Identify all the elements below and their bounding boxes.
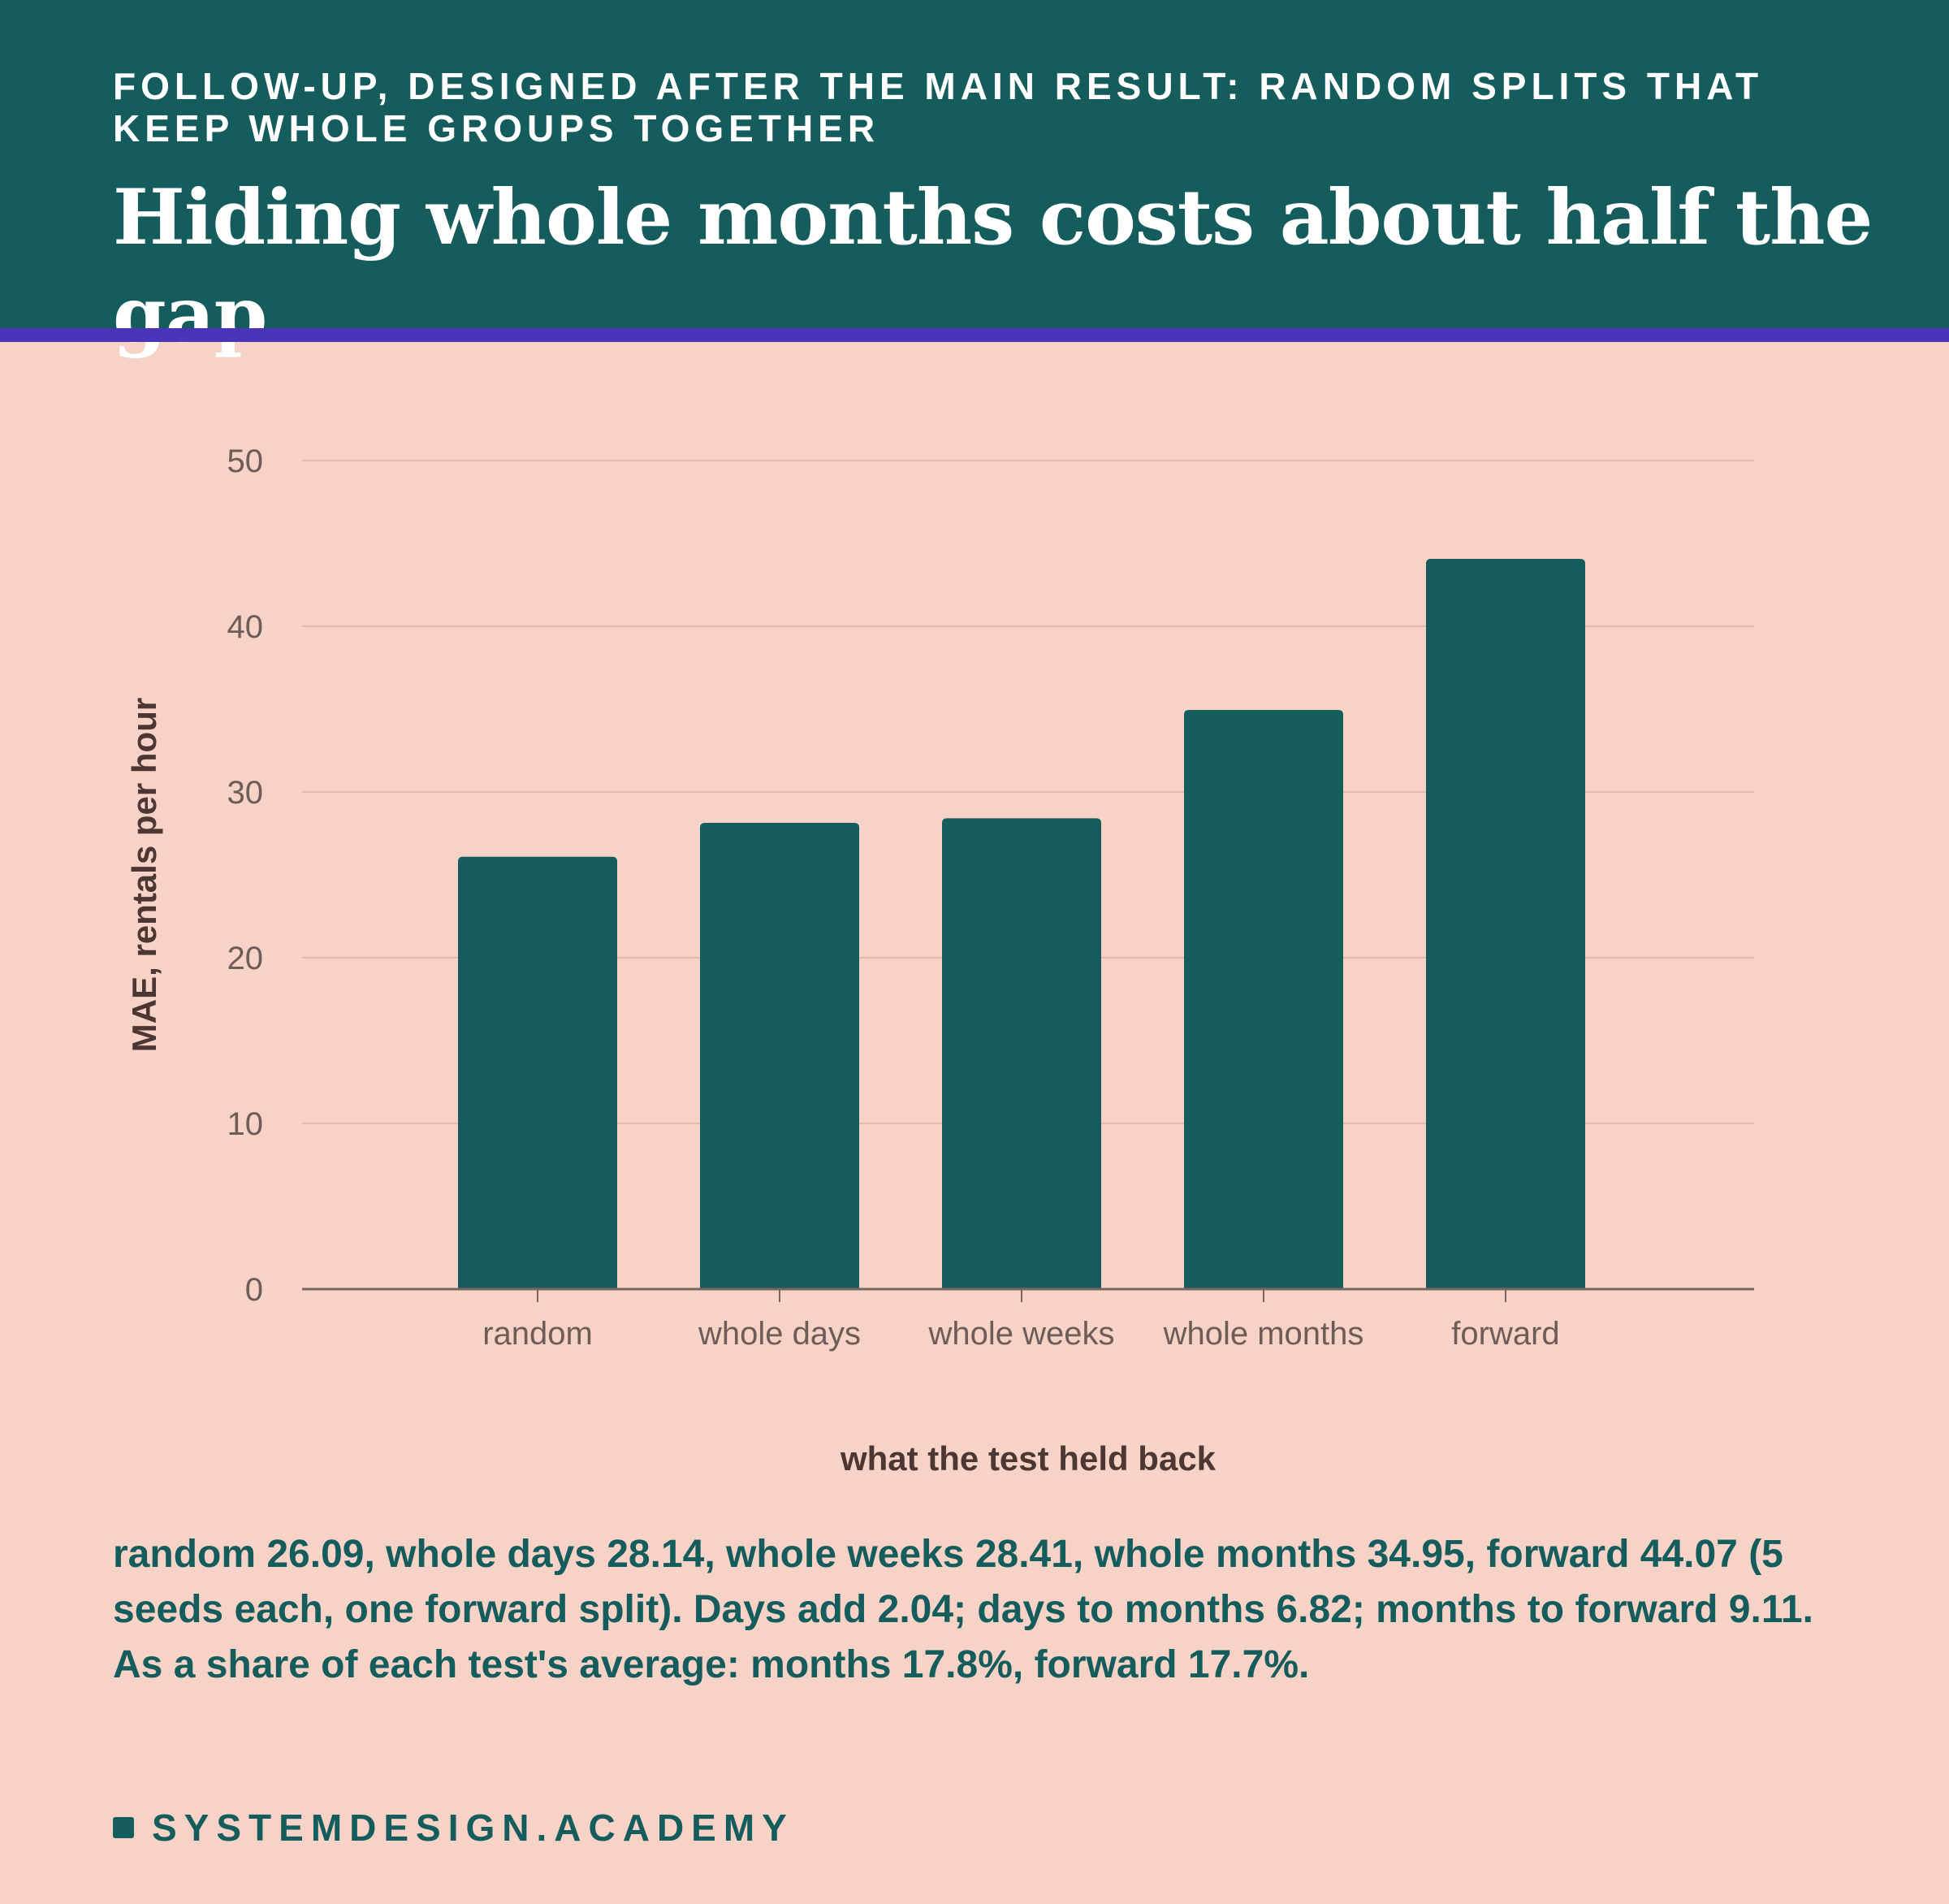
data-note: random 26.09, whole days 28.14, whole we… — [113, 1533, 1813, 1686]
x-tick-label: random — [482, 1316, 593, 1352]
y-tick-label: 40 — [227, 609, 264, 645]
x-axis-title: what the test held back — [840, 1439, 1217, 1478]
bar — [1426, 558, 1585, 1289]
bar — [700, 822, 859, 1289]
brand-square-icon — [113, 1817, 134, 1838]
x-tick-label: whole months — [1163, 1316, 1364, 1352]
x-tick-label: whole weeks — [927, 1316, 1114, 1352]
bar — [458, 856, 617, 1289]
header-banner: FOLLOW-UP, DESIGNED AFTER THE MAIN RESUL… — [0, 0, 1949, 360]
y-axis-title: MAE, rentals per hour — [125, 698, 163, 1052]
page-title: Hiding whole months costs about half the… — [113, 173, 1873, 360]
accent-divider — [0, 328, 1949, 342]
kicker-text: FOLLOW-UP, DESIGNED AFTER THE MAIN RESUL… — [113, 65, 1764, 149]
y-tick-label: 30 — [227, 775, 264, 811]
brand-footer: SYSTEMDESIGN.ACADEMY — [113, 1803, 794, 1852]
y-tick-label: 0 — [245, 1272, 263, 1308]
y-tick-label: 10 — [227, 1106, 264, 1142]
x-tick-label: whole days — [698, 1316, 861, 1352]
y-tick-label: 20 — [227, 941, 264, 976]
y-tick-label: 50 — [227, 444, 264, 479]
brand-name: SYSTEMDESIGN.ACADEMY — [152, 1807, 794, 1849]
bar-chart: 0 10 20 30 40 50 random whole days whole weeks wh… — [125, 444, 1754, 1478]
x-tick-label: forward — [1451, 1316, 1559, 1352]
bar — [1184, 710, 1343, 1289]
bar — [942, 818, 1101, 1289]
